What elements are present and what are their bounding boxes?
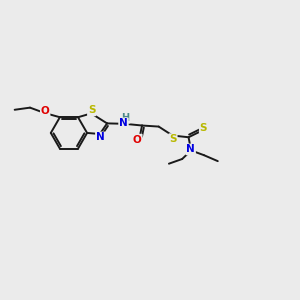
Text: O: O — [41, 106, 50, 116]
Text: N: N — [186, 144, 195, 154]
Text: S: S — [169, 134, 177, 144]
Text: H: H — [122, 113, 130, 123]
Text: S: S — [200, 123, 207, 133]
Text: S: S — [88, 105, 95, 116]
Text: N: N — [96, 132, 105, 142]
Text: N: N — [119, 118, 128, 128]
Text: O: O — [133, 135, 142, 145]
